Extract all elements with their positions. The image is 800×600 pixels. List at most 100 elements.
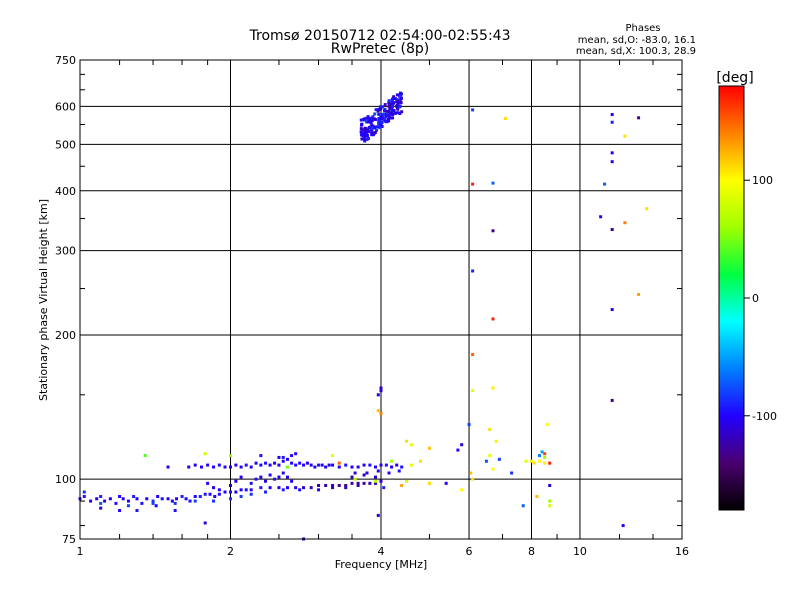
colorbar-tick-label: 100 [752,174,773,187]
data-point [317,463,321,467]
data-point [160,497,164,501]
data-point [488,427,492,431]
data-point [344,463,348,467]
data-point [331,454,335,458]
data-point [217,488,221,492]
data-point [132,494,136,498]
data-point [383,117,387,121]
chart-subtitle: RwPretec (8p) [331,41,429,57]
data-point [374,479,378,483]
data-point [392,108,396,112]
data-point [166,465,170,469]
data-point [385,120,389,124]
data-point [543,461,547,465]
data-point [151,499,155,503]
data-point [193,494,197,498]
data-point [623,221,627,225]
data-point [302,486,306,490]
data-point [491,467,495,471]
data-point [188,499,192,503]
data-point [388,102,392,106]
data-point [259,486,263,490]
data-point [471,353,475,357]
data-point [543,452,547,456]
data-point [379,463,383,467]
data-point [405,439,409,443]
data-point [366,130,370,134]
data-point [356,481,360,485]
data-point [390,99,394,103]
data-point [317,488,321,492]
data-point [370,119,374,123]
data-point [391,101,395,105]
data-point [294,463,298,467]
data-point [371,115,375,119]
data-point [603,182,607,186]
data-point [379,389,383,393]
data-point [298,488,302,492]
data-point [368,481,372,485]
data-point [234,463,238,467]
data-point [623,134,627,138]
data-point [200,465,204,469]
data-point [460,488,464,492]
data-point [359,130,363,134]
colorbar-tick-label: 0 [752,292,759,305]
colorbar-tick-label: -100 [752,410,777,423]
data-point [285,465,289,469]
data-point [264,490,268,494]
data-point [350,481,354,485]
data-point [392,95,396,99]
data-point [121,497,125,501]
data-point [213,494,217,498]
data-point [374,125,378,129]
data-point [273,461,277,465]
data-point [118,494,122,498]
data-point [400,465,404,469]
data-point [203,452,207,456]
data-point [353,477,357,481]
data-point [471,269,475,273]
data-point [173,509,177,513]
data-point [383,103,387,107]
data-point [208,492,212,496]
data-point [365,120,369,124]
data-point [350,475,354,479]
x-tick-label: 2 [227,545,234,558]
data-point [396,98,400,102]
data-point [254,461,258,465]
data-point [376,469,380,473]
data-point [360,137,364,141]
data-point [277,463,281,467]
data-point [118,509,122,513]
y-axis-ticks: 75 100 200 300 400 500 600 750 [55,54,682,546]
data-point [387,471,391,475]
data-point [298,461,302,465]
data-point [370,130,374,134]
data-point [386,113,390,117]
data-point [387,109,391,113]
data-point [637,292,641,296]
data-point [249,481,253,485]
data-point [294,486,298,490]
data-point [154,504,158,508]
data-point [471,182,475,186]
data-point [277,455,281,459]
data-point [360,122,364,126]
data-point [491,229,495,233]
data-point [395,463,399,467]
data-point [364,116,368,120]
data-point [239,475,243,479]
data-point [396,107,400,111]
data-point [223,490,227,494]
data-point [140,501,144,505]
data-point [400,483,404,487]
data-point [398,94,402,98]
data-point [391,116,395,120]
data-point [363,117,367,121]
data-point [305,461,309,465]
data-point [378,126,382,130]
stats-title: Phases [625,23,660,34]
data-point [393,111,397,115]
data-point [390,459,394,463]
